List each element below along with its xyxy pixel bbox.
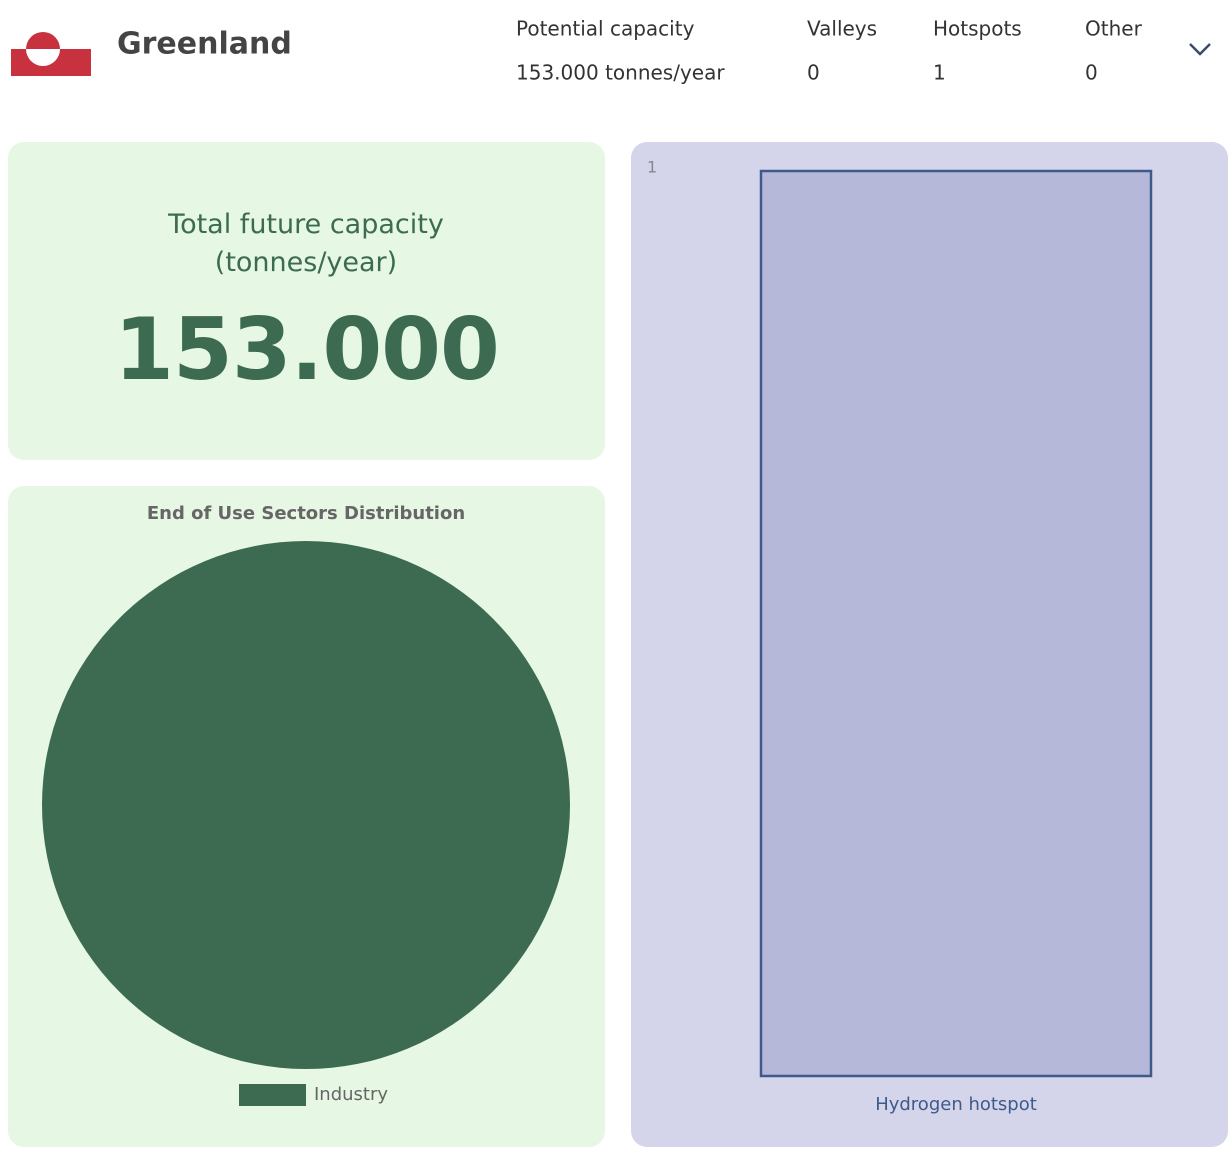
x-tick-label: Hydrogen hotspot [875,1094,1037,1115]
expand-chevron[interactable] [1189,43,1211,56]
capacity-value: 153.000 [114,300,500,400]
legend-label: Industry [314,1084,388,1105]
legend-swatch [239,1084,306,1106]
stat-label: Valleys [807,17,877,41]
y-tick-label: 1 [647,158,657,177]
stat-value: 1 [933,61,946,85]
bar [759,169,1153,1078]
stat-label: Hotspots [933,17,1022,41]
stat-value: 153.000 tonnes/year [516,61,725,85]
stat-value: 0 [1085,61,1098,85]
stat-label: Potential capacity [516,17,695,41]
capacity-title: Total future capacity (tonnes/year) [168,209,444,278]
flag [11,22,91,76]
country-title: Greenland [117,27,292,62]
capacity-card [8,142,605,460]
pie-slice [42,541,570,1069]
chart-title: End of Use Sectors Distribution [147,503,465,524]
stat-value: 0 [807,61,820,85]
stat-label: Other [1085,17,1143,41]
